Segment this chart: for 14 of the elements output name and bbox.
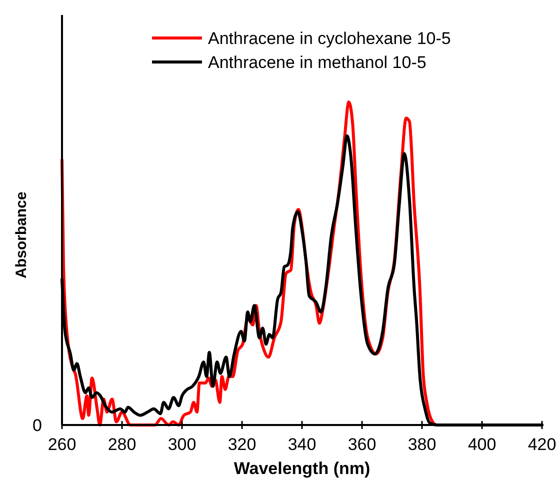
x-tick-label: 340 — [288, 435, 316, 454]
x-tick-label: 300 — [168, 435, 196, 454]
legend-label: Anthracene in methanol 10-5 — [208, 53, 426, 72]
x-tick-label: 320 — [228, 435, 256, 454]
x-tick-label: 360 — [348, 435, 376, 454]
x-tick-label: 280 — [108, 435, 136, 454]
x-tick-label: 400 — [468, 435, 496, 454]
x-tick-label: 380 — [408, 435, 436, 454]
text: 0 — [32, 416, 42, 435]
x-tick-label: 420 — [528, 435, 556, 454]
y-axis-title: Absorbance — [13, 192, 30, 278]
legend-label: Anthracene in cyclohexane 10-5 — [208, 29, 451, 48]
x-axis-title: Wavelength (nm) — [234, 459, 370, 478]
x-tick-label: 260 — [48, 435, 76, 454]
